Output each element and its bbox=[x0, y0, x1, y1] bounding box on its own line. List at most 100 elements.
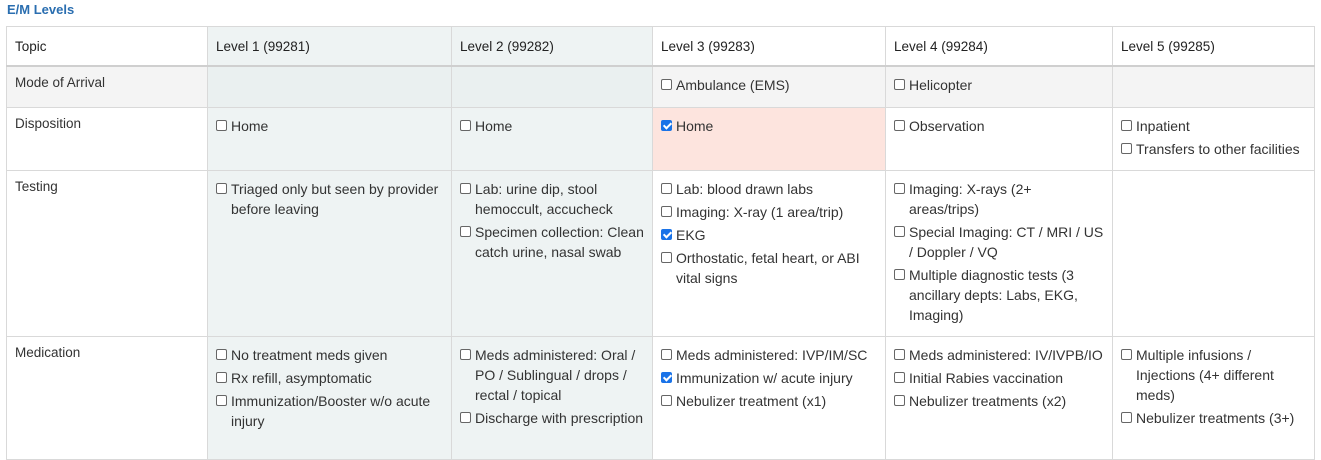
checkbox-icon[interactable] bbox=[661, 395, 672, 406]
checkbox-checked-icon[interactable] bbox=[661, 229, 672, 240]
checkbox-option[interactable]: Nebulizer treatments (x2) bbox=[894, 391, 1104, 411]
checkbox-label: Meds administered: IV/IVPB/IO bbox=[909, 347, 1103, 363]
checkbox-option[interactable]: Special Imaging: CT / MRI / US / Doppler… bbox=[894, 222, 1104, 262]
checkbox-option[interactable]: EKG bbox=[661, 225, 877, 245]
col-header-level-1: Level 1 (99281) bbox=[207, 26, 452, 67]
checkbox-icon[interactable] bbox=[460, 412, 471, 423]
checkbox-label: Inpatient bbox=[1136, 118, 1190, 134]
level-1-cell: Triaged only but seen by provider before… bbox=[207, 170, 452, 337]
checkbox-icon[interactable] bbox=[894, 372, 905, 383]
checkbox-option[interactable]: Home bbox=[661, 116, 877, 136]
checkbox-icon[interactable] bbox=[661, 79, 672, 90]
checkbox-option[interactable]: Lab: urine dip, stool hemoccult, accuche… bbox=[460, 179, 644, 219]
level-3-cell: Lab: blood drawn labs Imaging: X-ray (1 a… bbox=[652, 170, 886, 337]
checkbox-icon[interactable] bbox=[460, 183, 471, 194]
checkbox-icon[interactable] bbox=[460, 226, 471, 237]
checkbox-option[interactable]: Imaging: X-ray (1 area/trip) bbox=[661, 202, 877, 222]
level-1-cell bbox=[207, 65, 452, 108]
checkbox-icon[interactable] bbox=[460, 120, 471, 131]
checkbox-label: Initial Rabies vaccination bbox=[909, 370, 1064, 386]
checkbox-label: Ambulance (EMS) bbox=[676, 77, 790, 93]
checkbox-icon[interactable] bbox=[894, 183, 905, 194]
checkbox-icon[interactable] bbox=[661, 252, 672, 263]
checkbox-icon[interactable] bbox=[894, 269, 905, 280]
checkbox-label: Helicopter bbox=[909, 77, 973, 93]
checkbox-icon[interactable] bbox=[894, 349, 905, 360]
row-topic: Medication bbox=[6, 336, 208, 460]
checkbox-icon[interactable] bbox=[1121, 412, 1132, 423]
checkbox-icon[interactable] bbox=[216, 395, 227, 406]
checkbox-option[interactable]: Immunization w/ acute injury bbox=[661, 368, 877, 388]
checkbox-label: Triaged only but seen by provider before… bbox=[231, 181, 439, 217]
col-header-level-4: Level 4 (99284) bbox=[885, 26, 1113, 67]
checkbox-label: Orthostatic, fetal heart, or ABI vital s… bbox=[676, 250, 860, 286]
checkbox-option[interactable]: Rx refill, asymptomatic bbox=[216, 368, 443, 388]
checkbox-option[interactable]: No treatment meds given bbox=[216, 345, 443, 365]
checkbox-option[interactable]: Nebulizer treatment (x1) bbox=[661, 391, 877, 411]
checkbox-icon[interactable] bbox=[1121, 120, 1132, 131]
checkbox-label: Nebulizer treatment (x1) bbox=[676, 393, 827, 409]
checkbox-checked-icon[interactable] bbox=[661, 120, 672, 131]
checkbox-icon[interactable] bbox=[460, 349, 471, 360]
checkbox-icon[interactable] bbox=[894, 79, 905, 90]
checkbox-label: Home bbox=[676, 118, 714, 134]
checkbox-option[interactable]: Home bbox=[460, 116, 644, 136]
checkbox-label: Multiple infusions / Injections (4+ diff… bbox=[1136, 347, 1274, 403]
checkbox-label: Transfers to other facilities bbox=[1136, 141, 1300, 157]
checkbox-option[interactable]: Immunization/Booster w/o acute injury bbox=[216, 391, 443, 431]
checkbox-option[interactable]: Ambulance (EMS) bbox=[661, 75, 877, 95]
checkbox-option[interactable]: Nebulizer treatments (3+) bbox=[1121, 408, 1306, 428]
checkbox-option[interactable]: Multiple diagnostic tests (3 ancillary d… bbox=[894, 265, 1104, 325]
level-3-cell: Meds administered: IVP/IM/SC Immunization… bbox=[652, 336, 886, 460]
checkbox-label: Immunization w/ acute injury bbox=[676, 370, 853, 386]
checkbox-icon[interactable] bbox=[216, 183, 227, 194]
checkbox-option[interactable]: Lab: blood drawn labs bbox=[661, 179, 877, 199]
table-row: Medication No treatment meds given Rx refi… bbox=[6, 336, 1315, 460]
level-2-cell: Home bbox=[451, 107, 653, 171]
table-row: Disposition Home Home Home Observation Inpati… bbox=[6, 107, 1315, 171]
checkbox-label: Imaging: X-ray (1 area/trip) bbox=[676, 204, 844, 220]
checkbox-option[interactable]: Initial Rabies vaccination bbox=[894, 368, 1104, 388]
checkbox-option[interactable]: Imaging: X-rays (2+ areas/trips) bbox=[894, 179, 1104, 219]
checkbox-option[interactable]: Transfers to other facilities bbox=[1121, 139, 1306, 159]
checkbox-option[interactable]: Orthostatic, fetal heart, or ABI vital s… bbox=[661, 248, 877, 288]
checkbox-option[interactable]: Inpatient bbox=[1121, 116, 1306, 136]
checkbox-label: Home bbox=[231, 118, 269, 134]
checkbox-icon[interactable] bbox=[894, 226, 905, 237]
checkbox-option[interactable]: Discharge with prescription bbox=[460, 408, 644, 428]
checkbox-checked-icon[interactable] bbox=[661, 372, 672, 383]
level-2-cell: Meds administered: Oral / PO / Sublingua… bbox=[451, 336, 653, 460]
checkbox-icon[interactable] bbox=[894, 120, 905, 131]
checkbox-option[interactable]: Helicopter bbox=[894, 75, 1104, 95]
checkbox-option[interactable]: Home bbox=[216, 116, 443, 136]
section-title: E/M Levels bbox=[7, 2, 75, 17]
level-5-cell bbox=[1112, 65, 1315, 108]
checkbox-icon[interactable] bbox=[1121, 349, 1132, 360]
checkbox-icon[interactable] bbox=[661, 206, 672, 217]
checkbox-icon[interactable] bbox=[894, 395, 905, 406]
row-topic: Disposition bbox=[6, 107, 208, 171]
checkbox-label: Immunization/Booster w/o acute injury bbox=[231, 393, 431, 429]
checkbox-icon[interactable] bbox=[1121, 143, 1132, 154]
checkbox-option[interactable]: Meds administered: IV/IVPB/IO bbox=[894, 345, 1104, 365]
checkbox-option[interactable]: Observation bbox=[894, 116, 1104, 136]
checkbox-option[interactable]: Multiple infusions / Injections (4+ diff… bbox=[1121, 345, 1306, 405]
level-5-cell: Inpatient Transfers to other facilities bbox=[1112, 107, 1315, 171]
checkbox-icon[interactable] bbox=[216, 349, 227, 360]
col-header-level-2: Level 2 (99282) bbox=[451, 26, 653, 67]
checkbox-icon[interactable] bbox=[216, 120, 227, 131]
checkbox-label: Lab: blood drawn labs bbox=[676, 181, 813, 197]
checkbox-option[interactable]: Meds administered: IVP/IM/SC bbox=[661, 345, 877, 365]
checkbox-icon[interactable] bbox=[661, 349, 672, 360]
table-row: Testing Triaged only but seen by provider… bbox=[6, 170, 1315, 337]
checkbox-icon[interactable] bbox=[216, 372, 227, 383]
checkbox-label: Home bbox=[475, 118, 513, 134]
col-header-topic: Topic bbox=[6, 26, 208, 67]
checkbox-icon[interactable] bbox=[661, 183, 672, 194]
checkbox-label: Multiple diagnostic tests (3 ancillary d… bbox=[909, 267, 1078, 323]
header-row: Topic Level 1 (99281) Level 2 (99282) Le… bbox=[6, 26, 1315, 67]
checkbox-option[interactable]: Specimen collection: Clean catch urine, … bbox=[460, 222, 644, 262]
checkbox-label: Rx refill, asymptomatic bbox=[231, 370, 372, 386]
checkbox-option[interactable]: Triaged only but seen by provider before… bbox=[216, 179, 443, 219]
checkbox-option[interactable]: Meds administered: Oral / PO / Sublingua… bbox=[460, 345, 644, 405]
